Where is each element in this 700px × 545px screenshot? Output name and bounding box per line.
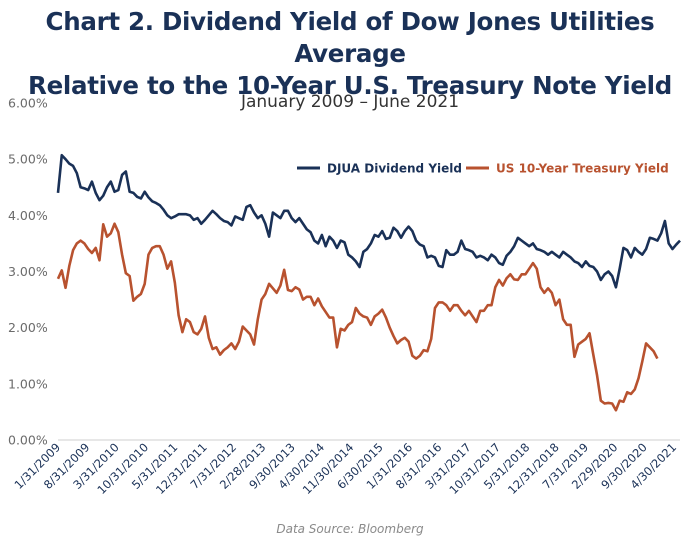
legend-label-treasury: US 10-Year Treasury Yield xyxy=(496,162,669,176)
y-tick-label: 2.00% xyxy=(8,320,48,335)
chart-title-line-2: Relative to the 10-Year U.S. Treasury No… xyxy=(28,71,672,100)
legend: DJUA Dividend Yield US 10-Year Treasury … xyxy=(297,162,669,176)
chart-subtitle: January 2009 – June 2021 xyxy=(240,92,460,112)
series-line-treasury xyxy=(56,222,659,412)
y-tick-label: 3.00% xyxy=(8,264,48,279)
chart-title-line-1: Chart 2. Dividend Yield of Dow Jones Uti… xyxy=(45,7,655,68)
y-tick-label: 0.00% xyxy=(8,433,48,448)
y-tick-label: 6.00% xyxy=(8,96,48,111)
y-tick-label: 5.00% xyxy=(8,152,48,167)
data-source-note: Data Source: Bloomberg xyxy=(276,522,424,536)
y-tick-label: 1.00% xyxy=(8,376,48,391)
y-tick-label: 4.00% xyxy=(8,208,48,223)
legend-label-djua: DJUA Dividend Yield xyxy=(327,162,462,176)
x-axis: 1/31/20098/31/20093/31/201010/31/20105/3… xyxy=(12,439,680,497)
series-group xyxy=(56,153,681,412)
chart-title: Chart 2. Dividend Yield of Dow Jones Uti… xyxy=(0,6,700,102)
series-line-djua xyxy=(56,153,681,289)
y-axis: 0.00% 1.00% 2.00% 3.00% 4.00% 5.00% 6.00% xyxy=(8,96,48,448)
